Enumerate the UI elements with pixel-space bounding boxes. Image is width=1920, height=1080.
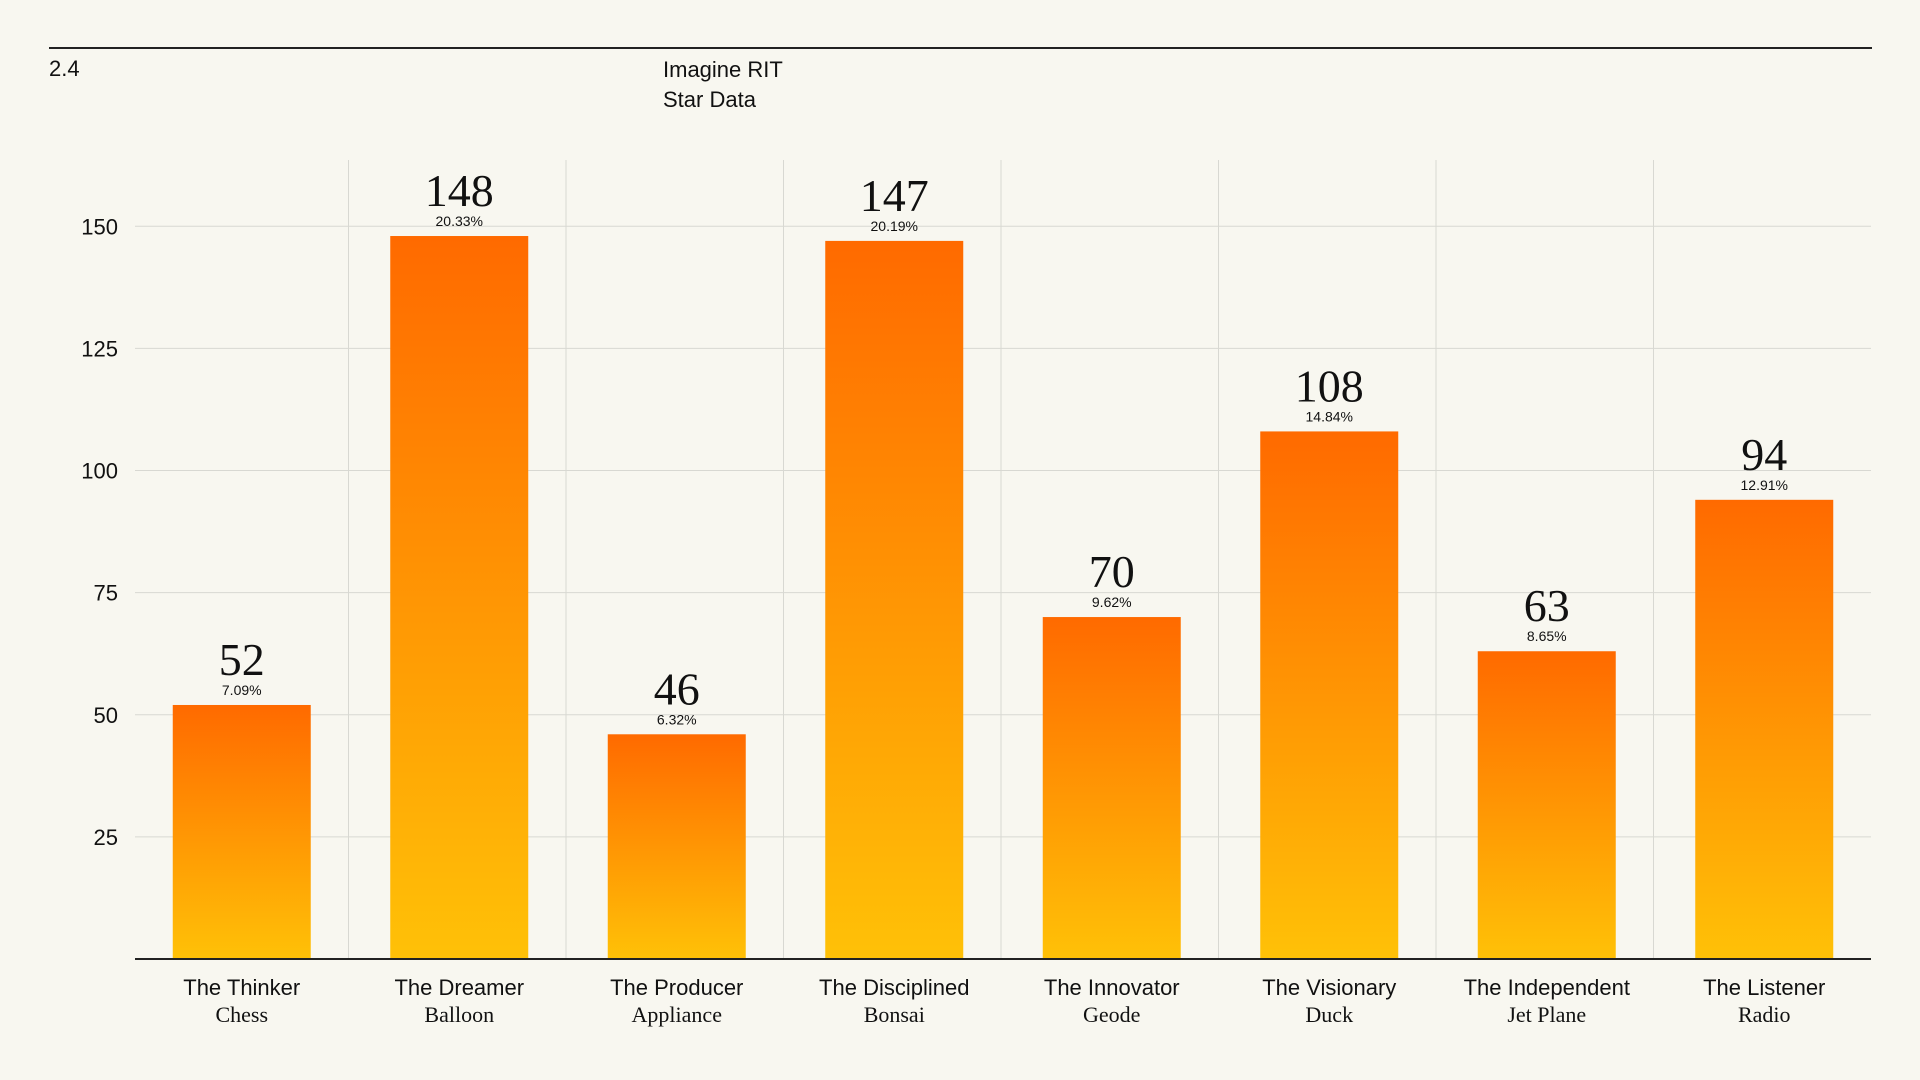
subcategory-label: Bonsai	[864, 1002, 925, 1027]
bars	[172, 236, 1834, 959]
page-number: 2.4	[49, 56, 80, 81]
subcategory-label: Jet Plane	[1507, 1002, 1586, 1027]
chart-title-line-2: Star Data	[663, 87, 756, 112]
bar	[1042, 617, 1181, 959]
category-label: The Independent	[1464, 975, 1630, 1000]
chart-title-line-1: Imagine RIT	[663, 57, 783, 82]
subcategory-label: Radio	[1738, 1002, 1791, 1027]
y-axis: 25 50 75 100 125 150	[81, 214, 118, 850]
subcategory-label: Appliance	[632, 1002, 722, 1027]
bar	[825, 240, 964, 959]
value-label: 108	[1295, 360, 1364, 411]
y-tick-label: 100	[81, 459, 118, 484]
bar	[1260, 431, 1399, 959]
y-tick-label: 25	[94, 825, 118, 850]
category-label: The Disciplined	[819, 975, 969, 1000]
subcategory-label: Balloon	[424, 1002, 494, 1027]
y-tick-label: 125	[81, 336, 118, 361]
value-label: 63	[1524, 580, 1570, 631]
category-label: The Dreamer	[394, 975, 524, 1000]
bar	[1695, 499, 1834, 959]
category-label: The Visionary	[1262, 975, 1396, 1000]
category-label: The Thinker	[183, 975, 300, 1000]
percent-label: 14.84%	[1306, 408, 1353, 424]
y-tick-label: 75	[94, 581, 118, 606]
percent-label: 6.32%	[657, 711, 697, 727]
category-label: The Producer	[610, 975, 743, 1000]
y-tick-label: 150	[81, 214, 118, 239]
bar	[1477, 651, 1616, 959]
bar	[390, 236, 529, 959]
bar	[607, 734, 746, 959]
percent-label: 20.33%	[436, 213, 483, 229]
category-label: The Innovator	[1044, 975, 1180, 1000]
subcategory-label: Chess	[215, 1002, 268, 1027]
value-label: 70	[1089, 546, 1135, 597]
bar	[172, 704, 311, 959]
value-label: 94	[1741, 429, 1787, 480]
top-rule	[49, 47, 1872, 49]
subcategory-label: Duck	[1305, 1002, 1353, 1027]
percent-label: 9.62%	[1092, 594, 1132, 610]
percent-label: 8.65%	[1527, 628, 1567, 644]
y-tick-label: 50	[94, 703, 118, 728]
value-label: 52	[219, 634, 265, 685]
category-label: The Listener	[1703, 975, 1825, 1000]
chart-title: Imagine RIT Star Data	[663, 55, 783, 115]
percent-label: 20.19%	[871, 218, 918, 234]
value-label: 147	[860, 170, 929, 221]
percent-label: 12.91%	[1741, 477, 1788, 493]
value-label: 148	[425, 165, 494, 216]
subcategory-label: Geode	[1083, 1002, 1140, 1027]
percent-label: 7.09%	[222, 682, 262, 698]
value-label: 46	[654, 663, 700, 714]
